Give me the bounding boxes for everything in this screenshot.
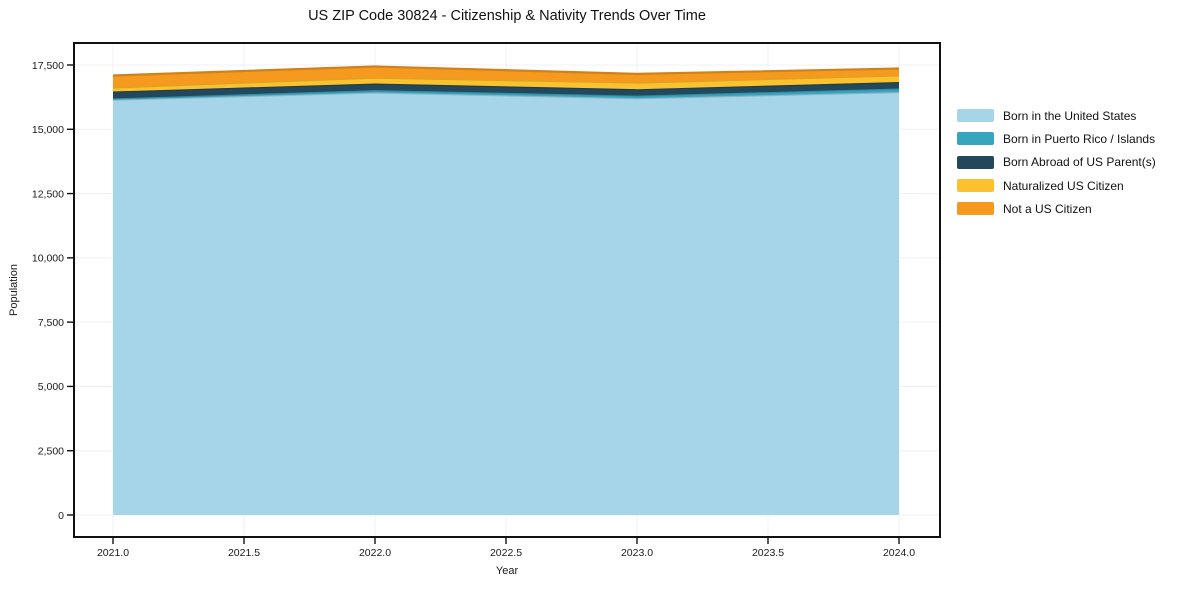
- legend-item-naturalized-us-citizen[interactable]: Naturalized US Citizen: [957, 174, 1156, 197]
- area-edge: [112, 65, 900, 77]
- x-tick-label: 2021.0: [97, 547, 129, 559]
- legend-item-born-in-the-united-states[interactable]: Born in the United States: [957, 104, 1156, 127]
- legend: Born in the United States Born in Puerto …: [957, 104, 1156, 220]
- plot-border: [73, 42, 941, 538]
- y-tick-label: 5,000: [38, 381, 64, 393]
- legend-label: Naturalized US Citizen: [1003, 178, 1124, 193]
- y-axis-title: Population: [8, 264, 20, 316]
- y-tick-label: 0: [58, 510, 64, 522]
- y-tick-label: 15,000: [32, 124, 64, 136]
- x-tick-label: 2024.0: [883, 547, 915, 559]
- y-tick-label: 12,500: [32, 188, 64, 200]
- x-tick-label: 2021.5: [228, 547, 260, 559]
- legend-item-born-in-puerto-rico-islands[interactable]: Born in Puerto Rico / Islands: [957, 127, 1156, 150]
- legend-swatch-icon: [957, 179, 994, 193]
- y-tick-label: 10,000: [32, 253, 64, 265]
- legend-swatch-icon: [957, 132, 994, 146]
- legend-swatch-icon: [957, 202, 994, 216]
- legend-label: Born in Puerto Rico / Islands: [1003, 131, 1156, 146]
- area-not-a-us-citizen: [113, 66, 899, 88]
- x-tick-label: 2022.5: [490, 547, 522, 559]
- y-tick-label: 2,500: [38, 446, 64, 458]
- area-born-in-puerto-rico-islands: [113, 88, 899, 100]
- y-tick-label: 17,500: [32, 60, 64, 72]
- chart-title: US ZIP Code 30824 - Citizenship & Nativi…: [308, 8, 706, 24]
- legend-label: Born in the United States: [1003, 108, 1137, 123]
- x-tick-label: 2023.0: [621, 547, 653, 559]
- area-naturalized-us-citizen: [113, 75, 899, 92]
- y-tick-label: 7,500: [38, 317, 64, 329]
- legend-label: Born Abroad of US Parent(s): [1003, 155, 1156, 170]
- x-axis-title: Year: [495, 565, 519, 577]
- legend-item-not-a-us-citizen[interactable]: Not a US Citizen: [957, 197, 1156, 220]
- x-tick-label: 2023.5: [752, 547, 784, 559]
- legend-item-born-abroad-of-us-parent-s-[interactable]: Born Abroad of US Parent(s): [957, 151, 1156, 174]
- legend-swatch-icon: [957, 109, 994, 123]
- legend-swatch-icon: [957, 155, 994, 169]
- x-tick-label: 2022.0: [359, 547, 391, 559]
- area-born-in-the-united-states: [113, 92, 899, 515]
- legend-label: Not a US Citizen: [1003, 201, 1092, 216]
